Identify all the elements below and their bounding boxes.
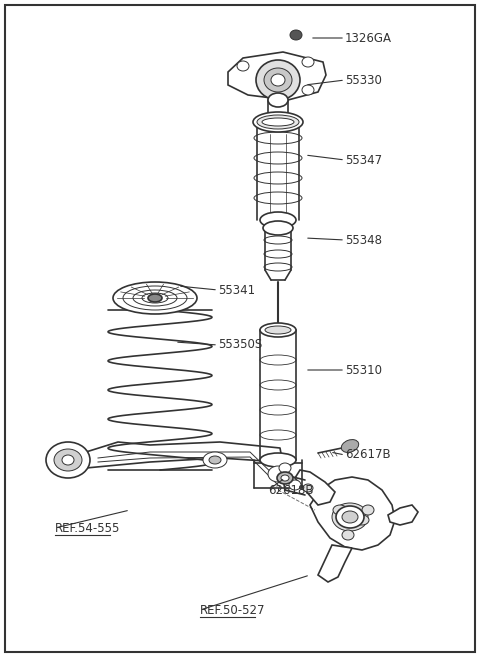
Polygon shape <box>295 470 335 505</box>
Ellipse shape <box>342 511 358 523</box>
Ellipse shape <box>264 68 292 92</box>
Ellipse shape <box>62 455 74 465</box>
Ellipse shape <box>289 480 301 490</box>
Ellipse shape <box>302 85 314 95</box>
Text: 55350S: 55350S <box>218 338 262 351</box>
Ellipse shape <box>271 74 285 86</box>
Ellipse shape <box>142 293 168 303</box>
Ellipse shape <box>342 530 354 540</box>
Ellipse shape <box>256 60 300 100</box>
Ellipse shape <box>133 290 177 306</box>
Ellipse shape <box>290 30 302 40</box>
Ellipse shape <box>237 61 249 71</box>
Ellipse shape <box>333 505 347 515</box>
Ellipse shape <box>46 442 90 478</box>
Ellipse shape <box>148 294 162 302</box>
Polygon shape <box>310 477 395 550</box>
Ellipse shape <box>355 515 369 525</box>
Text: 62617B: 62617B <box>345 449 391 461</box>
Ellipse shape <box>277 472 293 484</box>
Ellipse shape <box>281 475 289 481</box>
Ellipse shape <box>260 453 296 467</box>
Ellipse shape <box>209 456 221 464</box>
Polygon shape <box>86 442 305 495</box>
Ellipse shape <box>257 115 299 129</box>
Bar <box>260 330 296 460</box>
Ellipse shape <box>203 452 227 468</box>
Text: 55347: 55347 <box>345 154 382 166</box>
Bar <box>265 228 291 280</box>
Ellipse shape <box>260 212 296 228</box>
Text: 55348: 55348 <box>345 233 382 246</box>
Ellipse shape <box>303 484 313 492</box>
Text: 55310: 55310 <box>345 363 382 376</box>
Ellipse shape <box>341 440 359 453</box>
Ellipse shape <box>268 466 288 482</box>
Ellipse shape <box>332 503 368 531</box>
Ellipse shape <box>336 506 364 528</box>
Bar <box>257 122 299 220</box>
Polygon shape <box>318 545 352 582</box>
Text: 1326GA: 1326GA <box>345 32 392 45</box>
Text: REF.50-527: REF.50-527 <box>200 604 265 616</box>
Ellipse shape <box>279 463 291 473</box>
Ellipse shape <box>113 282 197 314</box>
Polygon shape <box>228 52 326 100</box>
Text: 62618B: 62618B <box>268 484 313 497</box>
Ellipse shape <box>263 221 293 235</box>
Ellipse shape <box>262 118 294 126</box>
Ellipse shape <box>54 449 82 471</box>
Text: REF.54-555: REF.54-555 <box>55 522 120 535</box>
Ellipse shape <box>123 286 187 310</box>
Ellipse shape <box>302 57 314 67</box>
Text: 55330: 55330 <box>345 74 382 87</box>
Ellipse shape <box>253 112 303 132</box>
Ellipse shape <box>268 93 288 107</box>
Polygon shape <box>388 505 418 525</box>
Ellipse shape <box>265 326 291 334</box>
Ellipse shape <box>362 505 374 515</box>
Ellipse shape <box>260 323 296 337</box>
Text: 55341: 55341 <box>218 284 255 296</box>
